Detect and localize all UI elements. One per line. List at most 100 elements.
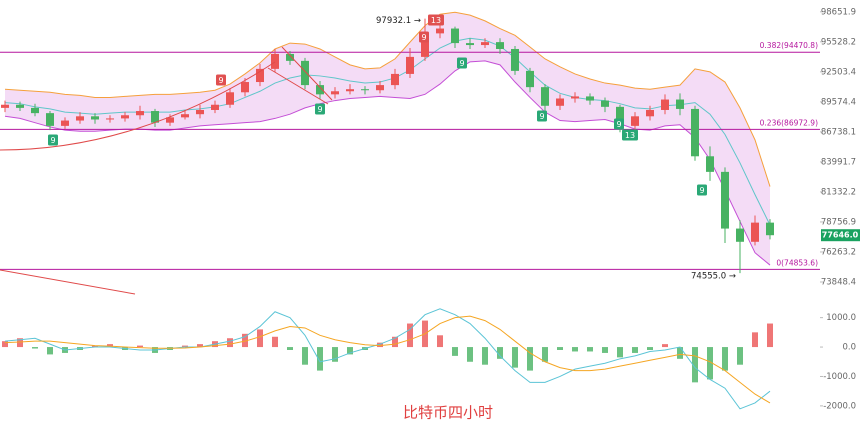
fib-label: 0.236(86972.9): [760, 118, 818, 127]
macd-bar: [557, 347, 563, 350]
macd-bar: [332, 347, 338, 362]
candle-body: [451, 28, 459, 44]
price-annotation: 74555.0 →: [691, 272, 736, 282]
macd-bar: [752, 332, 758, 348]
candle-body: [391, 73, 399, 86]
macd-bar: [707, 347, 713, 380]
candle-body: [181, 114, 189, 118]
candle-body: [646, 109, 654, 117]
macd-bar: [17, 338, 23, 348]
macd-bar: [227, 338, 233, 348]
macd-bar: [497, 347, 503, 359]
candle-body: [16, 104, 24, 108]
candle-body: [211, 104, 219, 110]
macd-bar: [92, 345, 98, 348]
macd-bar: [767, 323, 773, 348]
candle-body: [436, 28, 444, 34]
fib-label: 0.382(94470.8): [760, 41, 818, 50]
candle-body: [166, 117, 174, 123]
td-badge: [614, 118, 624, 130]
y-tick-label: 76263.2: [821, 247, 856, 257]
watermark: 比特币四小时: [403, 404, 493, 422]
candle-body: [271, 53, 279, 69]
macd-bar: [242, 333, 248, 348]
candle-body: [241, 82, 249, 93]
macd-bar: [392, 336, 398, 348]
macd-bar: [137, 345, 143, 348]
candle-body: [121, 115, 129, 119]
candle-body: [1, 104, 9, 108]
td-badge: [419, 31, 429, 43]
candle-body: [46, 113, 54, 126]
td-badge: [537, 110, 547, 122]
candle-body: [586, 96, 594, 101]
y-tick-label: 81332.2: [821, 187, 856, 197]
price-annotation: 97932.1 →: [376, 16, 421, 26]
y-tick-label: -2000.0: [823, 401, 856, 411]
y-tick-label: 1000.0: [826, 313, 856, 323]
drawing-arc: [0, 61, 276, 151]
candle-body: [106, 118, 114, 120]
band-middle: [4, 37, 771, 226]
macd-bar: [512, 347, 518, 368]
td-label: 9: [421, 33, 426, 42]
macd-bar: [437, 335, 443, 348]
last-price-tag: [821, 229, 860, 242]
td-badge: [697, 184, 707, 196]
y-tick-label: 83991.7: [821, 157, 856, 167]
candle-body: [481, 42, 489, 46]
td-badge: [428, 14, 444, 26]
candle-body: [721, 171, 729, 229]
candle-body: [31, 107, 39, 114]
macd-bar: [662, 344, 668, 348]
macd-bar: [452, 347, 458, 356]
candle-body: [406, 56, 414, 74]
candle-body: [346, 89, 354, 92]
macd-bar: [617, 347, 623, 358]
candle-body: [691, 108, 699, 157]
candle-body: [196, 109, 204, 115]
y-tick-label: 92503.4: [821, 67, 856, 77]
macd-bar: [482, 347, 488, 365]
y-tick-label: 89574.4: [821, 97, 856, 107]
candle-body: [331, 91, 339, 95]
candle-body: [706, 156, 714, 172]
macd-bar: [107, 344, 113, 348]
candle-body: [151, 111, 159, 123]
candle-body: [631, 116, 639, 126]
y-tick-label: -1000.0: [823, 372, 856, 382]
macd-dea-line: [4, 315, 771, 404]
candle-body: [91, 116, 99, 120]
candle-body: [361, 89, 369, 91]
macd-bar: [542, 347, 548, 362]
y-tick-label: 98651.9: [821, 7, 856, 17]
macd-bar: [602, 347, 608, 353]
candle-body: [316, 85, 324, 95]
y-tick-label: 78756.9: [821, 217, 856, 227]
candle-body: [751, 222, 759, 242]
candle-body: [616, 106, 624, 126]
macd-bar: [32, 347, 38, 349]
td-label: 9: [539, 112, 544, 121]
last-price-label: 77646.0: [822, 231, 859, 240]
td-badge: [622, 129, 638, 141]
candle-body: [736, 228, 744, 242]
macd-bar: [572, 347, 578, 352]
macd-bar: [302, 347, 308, 365]
macd-bar: [2, 341, 8, 348]
candle-body: [421, 33, 429, 57]
macd-bar: [677, 347, 683, 359]
macd-bar: [317, 347, 323, 371]
macd-bar: [632, 347, 638, 353]
td-badge: [457, 57, 467, 69]
macd-bar: [347, 347, 353, 355]
candle-body: [256, 68, 264, 83]
candle-body: [676, 99, 684, 109]
candle-body: [571, 96, 579, 99]
td-badge: [315, 103, 325, 115]
candle-body: [511, 48, 519, 71]
macd-bar: [692, 347, 698, 383]
macd-bar: [527, 347, 533, 371]
candle-body: [376, 85, 384, 91]
